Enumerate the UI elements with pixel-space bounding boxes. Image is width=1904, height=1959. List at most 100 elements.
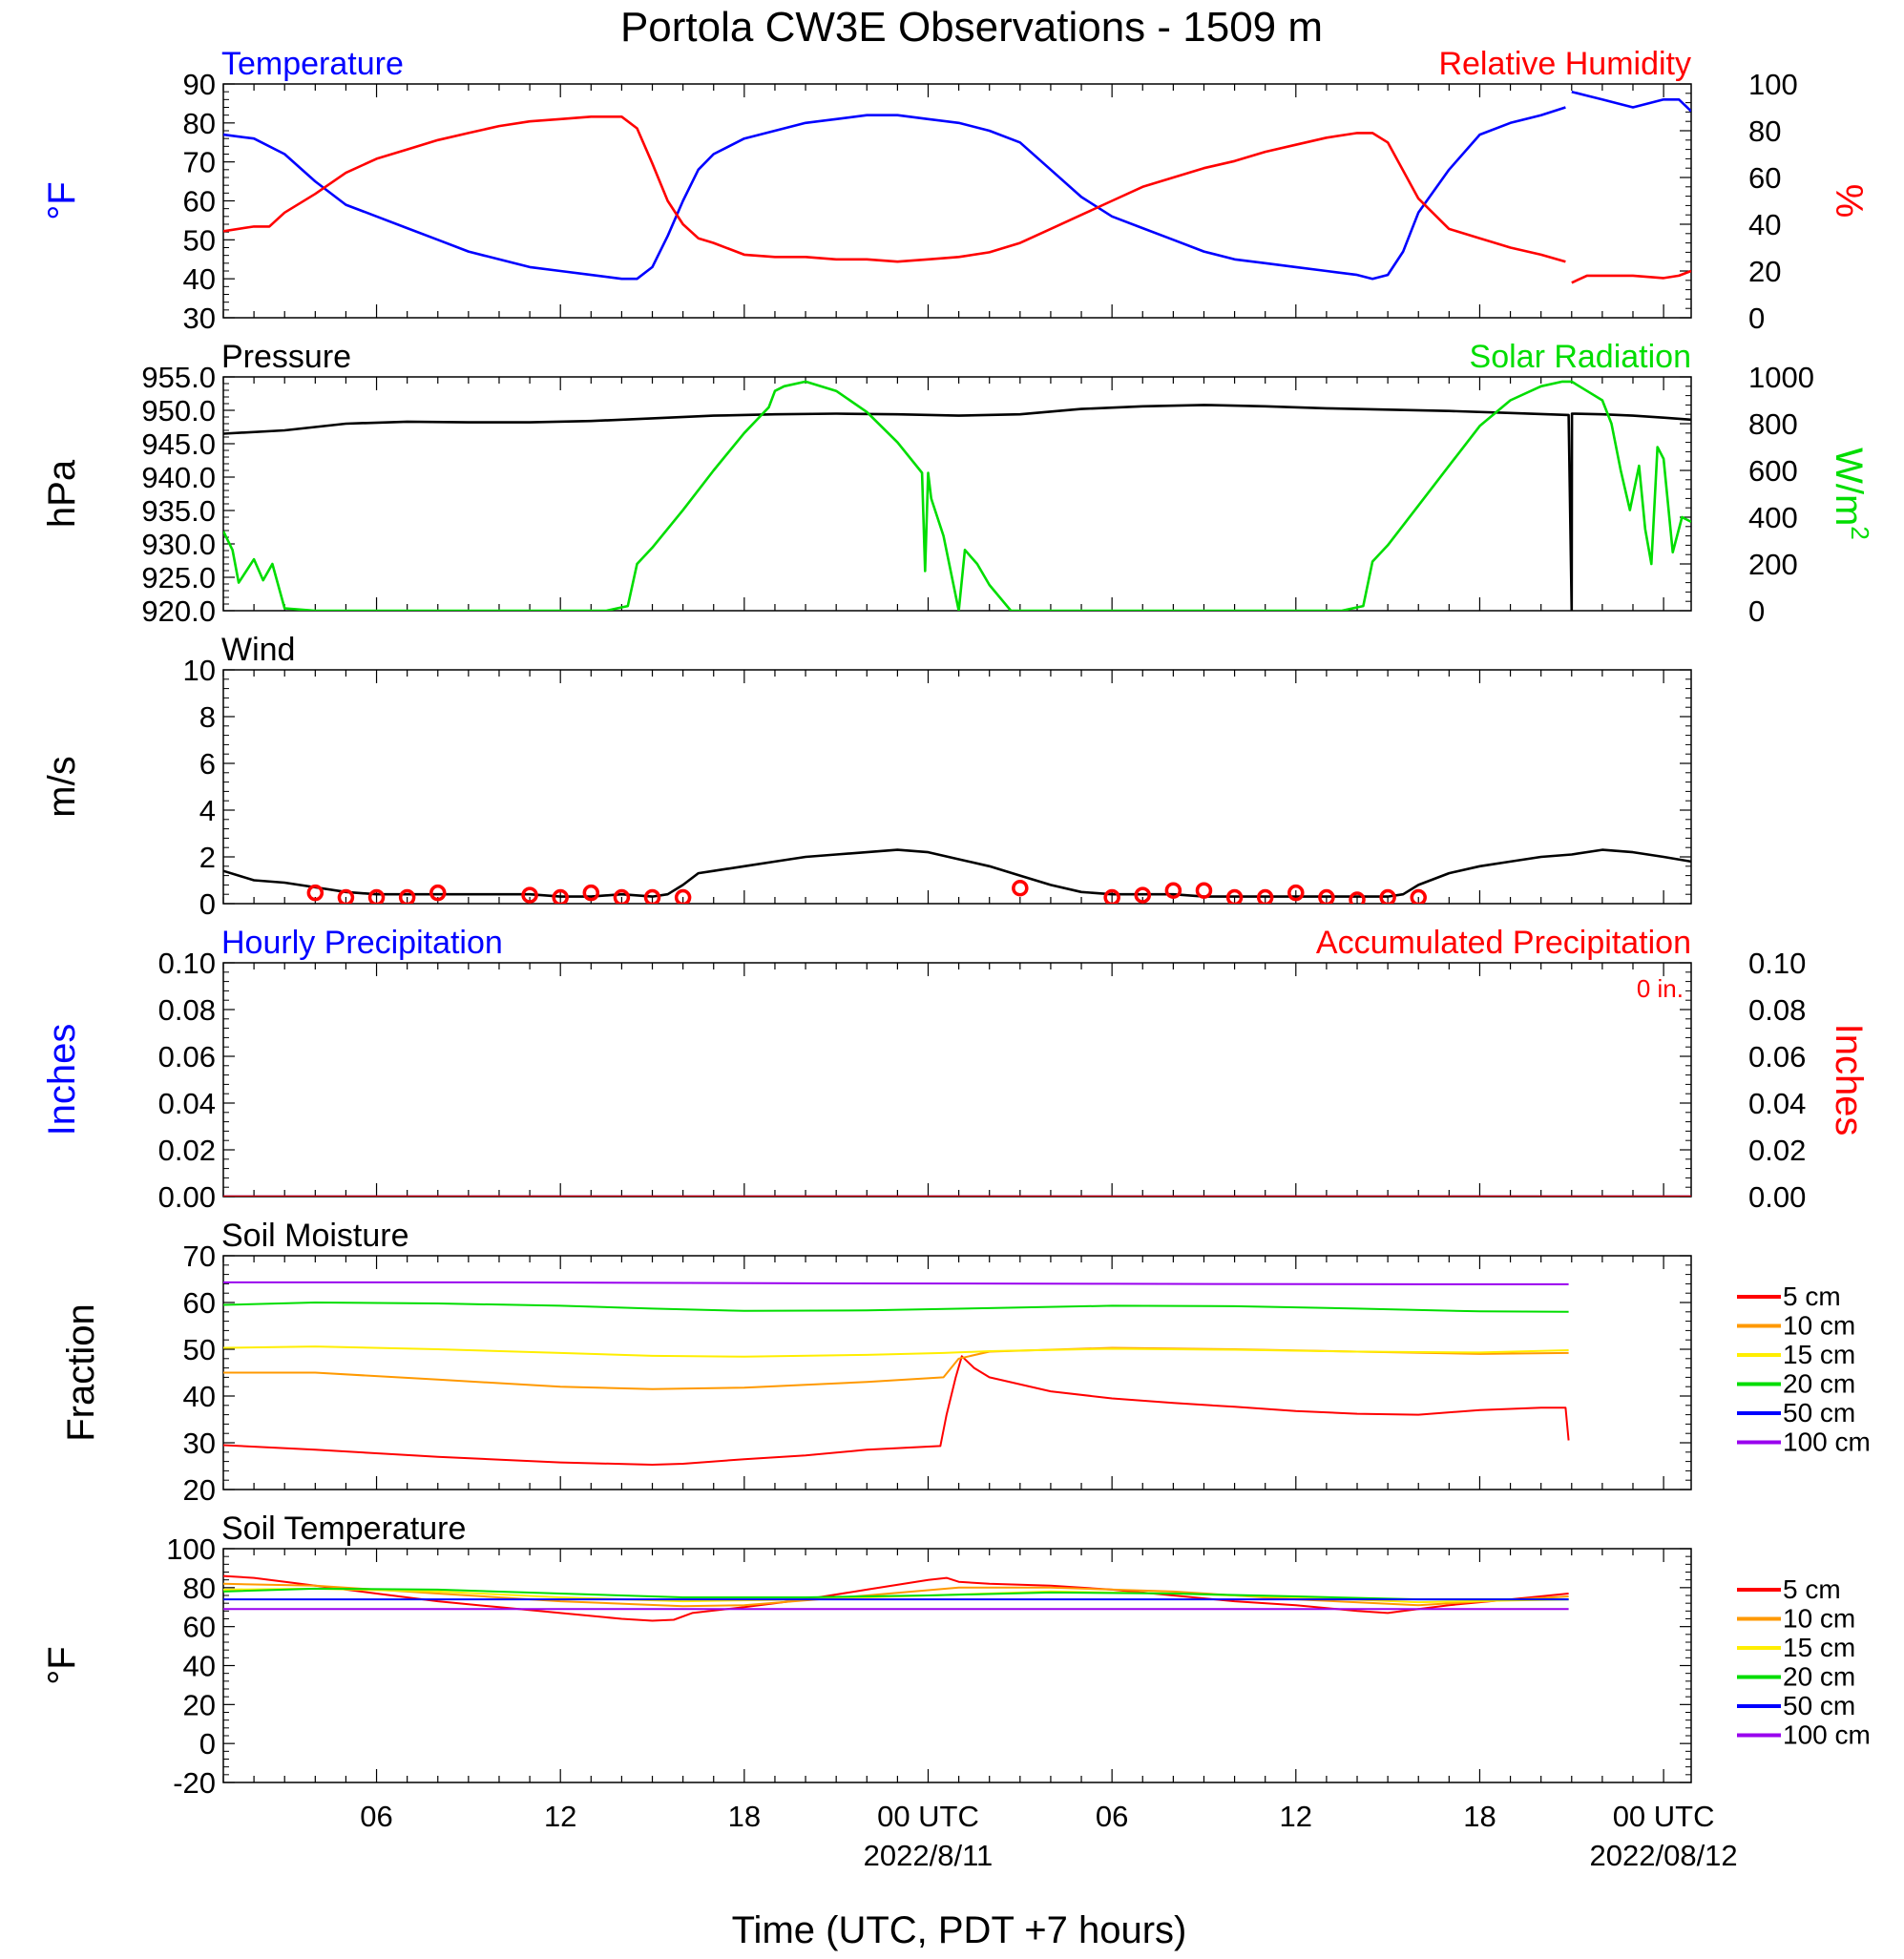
calm-wind-marker bbox=[1225, 888, 1244, 904]
y-tick-label: 0.00 bbox=[158, 1180, 216, 1214]
panel-temp_rh: 30 40 50 60 70 80 90 0 20 40 60 80 100 °F % Temperature… bbox=[41, 46, 1870, 335]
panel-soil_moisture: 20 30 40 50 60 70 Fraction Soil Moisture 5 cm10 … bbox=[60, 1218, 1871, 1507]
calm-wind-marker bbox=[1410, 888, 1427, 904]
y-tick-label: 80 bbox=[183, 1572, 216, 1605]
calm-wind-marker bbox=[613, 888, 631, 904]
x-tick-label: 06 bbox=[1096, 1800, 1128, 1833]
precip-total-annotation: 0 in. bbox=[1637, 974, 1684, 1003]
y-axis-title-right: % bbox=[1828, 184, 1870, 219]
y-axis-title-left: hPa bbox=[41, 459, 83, 528]
calm-wind-marker bbox=[552, 888, 569, 904]
y-tick-label: 600 bbox=[1748, 454, 1798, 488]
panel-wind: 0 2 4 6 8 10 m/s Wind bbox=[41, 632, 1692, 921]
y-tick-label: 80 bbox=[1748, 115, 1781, 148]
panel-title-right: Relative Humidity bbox=[1438, 46, 1691, 82]
x-ticks bbox=[222, 1256, 1664, 1490]
y-tick-label: 200 bbox=[1748, 548, 1798, 581]
calm-wind-marker bbox=[1349, 891, 1366, 904]
y-tick-label: 20 bbox=[1748, 255, 1781, 288]
y-axis-title-left: Fraction bbox=[60, 1303, 102, 1442]
calm-wind-marker bbox=[1256, 888, 1274, 904]
y-tick-label: 40 bbox=[183, 1380, 216, 1413]
y-axis-left: 30 40 50 60 70 80 90 bbox=[183, 68, 235, 335]
y-axis-left: 0 2 4 6 8 10 bbox=[183, 654, 1691, 921]
series-line-15-cm bbox=[223, 1345, 1569, 1358]
calm-wind-marker bbox=[306, 884, 324, 902]
legend-label: 100 cm bbox=[1783, 1428, 1871, 1457]
y-tick-label: 1000 bbox=[1748, 361, 1814, 394]
x-tick-date-label: 2022/8/11 bbox=[864, 1839, 994, 1872]
y-tick-label: 0 bbox=[1748, 302, 1765, 335]
y-tick-label: 0.02 bbox=[1748, 1134, 1806, 1167]
y-tick-label: 800 bbox=[1748, 407, 1798, 441]
y-axis-title-left: Inches bbox=[41, 1024, 83, 1136]
y-tick-label: 60 bbox=[183, 1286, 216, 1320]
y-tick-label: 50 bbox=[183, 223, 216, 257]
y-tick-label: 955.0 bbox=[141, 361, 216, 394]
legend-label: 5 cm bbox=[1783, 1574, 1841, 1604]
series-group bbox=[223, 848, 1691, 904]
y-tick-label: 0.10 bbox=[158, 947, 216, 980]
y-tick-label: 70 bbox=[183, 1240, 216, 1273]
series-line-pressure bbox=[223, 404, 1691, 611]
y-axis-left: 0.00 0.02 0.04 0.06 0.08 0.10 bbox=[158, 947, 235, 1214]
y-axis-left: -20 0 20 40 60 80 100 bbox=[166, 1532, 1691, 1800]
y-axis-left: 20 30 40 50 60 70 bbox=[183, 1240, 1691, 1507]
legend-label: 100 cm bbox=[1783, 1720, 1871, 1750]
y-tick-label: 0.02 bbox=[158, 1134, 216, 1167]
y-tick-label: 0.04 bbox=[158, 1087, 216, 1120]
legend-label: 10 cm bbox=[1783, 1311, 1855, 1341]
y-tick-label: 0.10 bbox=[1748, 947, 1806, 980]
calm-wind-marker bbox=[582, 884, 600, 902]
y-tick-label: 8 bbox=[199, 700, 216, 734]
y-axis-title-right: Inches bbox=[1828, 1024, 1870, 1136]
panel-precip: 0.00 0.02 0.04 0.06 0.08 0.10 0.00 0.02 0.04 0.06… bbox=[41, 925, 1870, 1214]
y-tick-label: 945.0 bbox=[141, 427, 216, 461]
calm-wind-marker bbox=[429, 884, 447, 902]
superscript: 2 bbox=[1846, 526, 1874, 539]
y-tick-label: 0 bbox=[199, 1727, 216, 1761]
calm-wind-marker bbox=[367, 888, 386, 904]
y-tick-label: 30 bbox=[183, 302, 216, 335]
calm-wind-marker bbox=[1134, 886, 1152, 904]
legend-label: 50 cm bbox=[1783, 1691, 1855, 1720]
panel-soil_temperature: -20 0 20 40 60 80 100 °F Soil Temperature 5 cm10 … bbox=[41, 1511, 1871, 1800]
legend-label: 10 cm bbox=[1783, 1604, 1855, 1634]
calm-wind-marker bbox=[1195, 882, 1213, 899]
panel-title-left: Wind bbox=[221, 632, 295, 668]
y-tick-label: 90 bbox=[183, 68, 216, 101]
legend-label: 50 cm bbox=[1783, 1398, 1855, 1428]
x-ticks bbox=[222, 1549, 1664, 1782]
y-axis-title-left: °F bbox=[41, 1646, 83, 1684]
y-tick-label: 930.0 bbox=[141, 528, 216, 561]
series-line-20-cm bbox=[223, 1302, 1569, 1313]
series-line-temperature bbox=[223, 90, 1691, 281]
y-tick-label: 10 bbox=[183, 654, 216, 687]
y-tick-label: 0.08 bbox=[1748, 993, 1806, 1027]
y-tick-label: 940.0 bbox=[141, 461, 216, 494]
y-tick-label: -20 bbox=[173, 1766, 216, 1800]
y-tick-label: 80 bbox=[183, 107, 216, 140]
plot-frame bbox=[222, 83, 1692, 319]
calm-wind-marker bbox=[1103, 888, 1120, 904]
panel-title-right: Solar Radiation bbox=[1470, 339, 1691, 375]
series-line-15-cm bbox=[223, 1587, 1569, 1604]
y-axis-right: 0.00 0.02 0.04 0.06 0.08 0.10 bbox=[1680, 947, 1806, 1214]
series-line-5-cm bbox=[223, 1355, 1570, 1466]
x-tick-label: 00 UTC bbox=[1613, 1800, 1715, 1833]
x-ticks bbox=[222, 84, 1664, 318]
panel-title-left: Soil Moisture bbox=[221, 1218, 409, 1254]
calm-wind-marker bbox=[1012, 880, 1029, 897]
calm-wind-marker bbox=[1287, 884, 1305, 902]
y-tick-label: 0.04 bbox=[1748, 1087, 1806, 1120]
legend-label: 5 cm bbox=[1783, 1282, 1841, 1311]
series-line-20-cm bbox=[223, 1587, 1569, 1601]
y-tick-label: 100 bbox=[166, 1532, 216, 1566]
calm-wind-marker bbox=[521, 886, 538, 904]
calm-wind-marker bbox=[1318, 888, 1335, 904]
legend-label: 15 cm bbox=[1783, 1633, 1855, 1662]
y-tick-label: 20 bbox=[183, 1473, 216, 1507]
series-line-10-cm bbox=[223, 1582, 1569, 1608]
y-tick-label: 400 bbox=[1748, 501, 1798, 534]
